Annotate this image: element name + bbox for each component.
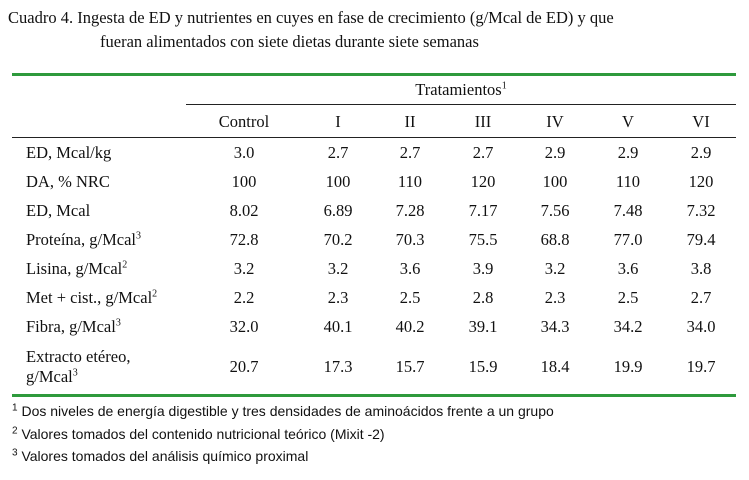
table-caption: Cuadro 4. Ingesta de ED y nutrientes en … <box>8 6 744 54</box>
table-cell: 2.7 <box>472 143 494 162</box>
table-cell: 3.6 <box>399 259 421 278</box>
table-cell: 120 <box>470 172 496 191</box>
table-cell: 8.02 <box>229 201 259 220</box>
table-cell: 110 <box>397 172 423 191</box>
table-cell: 6.89 <box>323 201 353 220</box>
table-cell: 7.48 <box>613 201 643 220</box>
table-cell: 15.7 <box>395 357 425 376</box>
row-label: Met + cist., g/Mcal2 <box>26 288 158 307</box>
table-cell: 2.3 <box>544 288 566 307</box>
column-header: I <box>335 112 341 131</box>
table-cell: 3.2 <box>544 259 566 278</box>
table-cell: 2.7 <box>690 288 712 307</box>
group-header-rule <box>186 104 736 105</box>
table-cell: 2.7 <box>327 143 349 162</box>
table-cell: 7.28 <box>395 201 425 220</box>
row-label: ED, Mcal/kg <box>26 143 112 162</box>
table-cell: 32.0 <box>229 317 259 336</box>
table-cell: 2.9 <box>544 143 566 162</box>
column-header: Control <box>218 112 270 131</box>
table-cell: 100 <box>325 172 351 191</box>
footnote: 3 Valores tomados del análisis químico p… <box>12 447 309 464</box>
table-cell: 2.2 <box>233 288 255 307</box>
table-cell: 2.9 <box>617 143 639 162</box>
column-header: V <box>622 112 634 131</box>
table-cell: 2.5 <box>617 288 639 307</box>
table-cell: 100 <box>542 172 568 191</box>
table-cell: 2.7 <box>399 143 421 162</box>
footnote: 1 Dos niveles de energía digestible y tr… <box>12 402 554 419</box>
table-cell: 40.2 <box>395 317 425 336</box>
table-cell: 34.3 <box>540 317 570 336</box>
table-cell: 3.0 <box>233 143 255 162</box>
table-cell: 2.5 <box>399 288 421 307</box>
table-cell: 2.9 <box>690 143 712 162</box>
table-cell: 110 <box>615 172 641 191</box>
caption-line-1: Cuadro 4. Ingesta de ED y nutrientes en … <box>8 8 614 27</box>
column-header: VI <box>692 112 710 131</box>
row-label: Proteína, g/Mcal3 <box>26 230 141 249</box>
table-cell: 75.5 <box>468 230 498 249</box>
header-bottom-rule <box>12 137 736 138</box>
column-header: II <box>404 112 416 131</box>
table-cell: 3.2 <box>233 259 255 278</box>
row-label: Fibra, g/Mcal3 <box>26 317 121 336</box>
table-cell: 39.1 <box>468 317 498 336</box>
table-cell: 72.8 <box>229 230 259 249</box>
table-cell: 120 <box>688 172 714 191</box>
row-label: DA, % NRC <box>26 172 110 191</box>
row-label: Extracto etéreo, <box>26 347 131 366</box>
table-cell: 70.3 <box>395 230 425 249</box>
table-cell: 19.9 <box>613 357 643 376</box>
table-cell: 7.17 <box>468 201 498 220</box>
table-cell: 34.0 <box>686 317 716 336</box>
table-cell: 68.8 <box>540 230 570 249</box>
table-bottom-border <box>12 394 736 397</box>
table-cell: 3.8 <box>690 259 712 278</box>
table-cell: 19.7 <box>686 357 716 376</box>
table-cell: 3.2 <box>327 259 349 278</box>
row-label: ED, Mcal <box>26 201 91 220</box>
table-cell: 17.3 <box>323 357 353 376</box>
table-cell: 70.2 <box>323 230 353 249</box>
table-cell: 77.0 <box>613 230 643 249</box>
table-cell: 18.4 <box>540 357 570 376</box>
table-cell: 7.56 <box>540 201 570 220</box>
row-label: Lisina, g/Mcal2 <box>26 259 128 278</box>
table-cell: 3.9 <box>472 259 494 278</box>
table-cell: 7.32 <box>686 201 716 220</box>
table-cell: 40.1 <box>323 317 353 336</box>
caption-line-2: fueran alimentados con siete dietas dura… <box>100 32 479 51</box>
footnote: 2 Valores tomados del contenido nutricio… <box>12 425 385 442</box>
table-cell: 2.3 <box>327 288 349 307</box>
column-header: IV <box>546 112 564 131</box>
column-header: III <box>474 112 492 131</box>
table-cell: 20.7 <box>229 357 259 376</box>
row-label-continued: g/Mcal3 <box>26 367 78 386</box>
table-cell: 100 <box>231 172 257 191</box>
table-cell: 15.9 <box>468 357 498 376</box>
table-cell: 79.4 <box>686 230 716 249</box>
table-cell: 2.8 <box>472 288 494 307</box>
table-cell: 3.6 <box>617 259 639 278</box>
group-header: Tratamientos1 <box>415 80 507 99</box>
table-cell: 34.2 <box>613 317 643 336</box>
table-top-border <box>12 73 736 76</box>
